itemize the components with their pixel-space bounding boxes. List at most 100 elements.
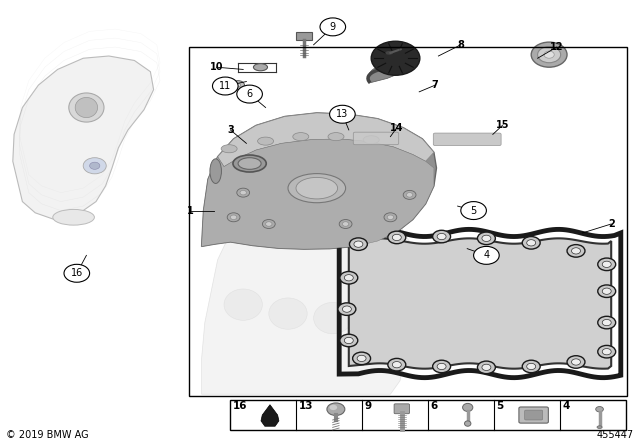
Circle shape (340, 271, 358, 284)
Circle shape (320, 18, 346, 36)
Circle shape (602, 261, 611, 267)
Text: 5: 5 (497, 401, 504, 411)
Circle shape (567, 356, 585, 368)
Text: 16: 16 (233, 401, 248, 411)
Circle shape (232, 81, 244, 90)
Circle shape (482, 364, 491, 370)
Circle shape (237, 85, 262, 103)
Text: 455447: 455447 (596, 430, 634, 440)
Text: 12: 12 (550, 42, 564, 52)
Circle shape (330, 405, 337, 410)
Text: 7: 7 (432, 80, 438, 90)
Circle shape (602, 288, 611, 294)
Ellipse shape (233, 155, 266, 172)
Circle shape (572, 248, 580, 254)
Circle shape (212, 77, 238, 95)
Circle shape (598, 258, 616, 271)
Text: © 2019 BMW AG: © 2019 BMW AG (6, 430, 89, 440)
Circle shape (327, 403, 345, 415)
Ellipse shape (465, 421, 471, 426)
Text: 8: 8 (458, 40, 464, 50)
Wedge shape (368, 65, 404, 83)
Ellipse shape (328, 133, 344, 141)
Ellipse shape (210, 159, 221, 184)
Circle shape (522, 237, 540, 249)
Text: 6: 6 (431, 401, 438, 411)
Circle shape (602, 319, 611, 326)
Circle shape (342, 306, 351, 312)
Circle shape (477, 232, 495, 245)
Ellipse shape (288, 173, 346, 202)
Ellipse shape (53, 209, 95, 225)
Circle shape (338, 303, 356, 315)
Circle shape (598, 345, 616, 358)
Polygon shape (349, 238, 611, 369)
Ellipse shape (292, 133, 308, 141)
Ellipse shape (358, 298, 397, 329)
Polygon shape (202, 197, 416, 394)
Text: 14: 14 (390, 123, 404, 133)
Circle shape (240, 190, 246, 195)
Circle shape (531, 42, 567, 67)
Circle shape (384, 213, 397, 222)
Circle shape (349, 238, 367, 250)
Circle shape (237, 188, 250, 197)
Circle shape (598, 316, 616, 329)
Circle shape (392, 234, 401, 241)
Circle shape (388, 231, 406, 244)
Circle shape (262, 220, 275, 228)
Ellipse shape (364, 136, 380, 144)
Circle shape (227, 213, 240, 222)
Polygon shape (202, 139, 434, 249)
Circle shape (339, 220, 352, 228)
Polygon shape (13, 56, 154, 220)
Text: 1: 1 (188, 206, 194, 215)
Circle shape (392, 362, 401, 368)
Text: 4: 4 (563, 401, 570, 411)
Circle shape (266, 222, 272, 226)
Circle shape (236, 83, 241, 87)
Circle shape (482, 235, 491, 241)
Circle shape (340, 334, 358, 347)
Text: 16: 16 (70, 268, 83, 278)
Text: 9: 9 (330, 22, 336, 32)
Circle shape (371, 41, 420, 75)
Circle shape (354, 241, 363, 247)
Circle shape (64, 264, 90, 282)
Circle shape (477, 361, 495, 374)
Text: 6: 6 (246, 89, 253, 99)
Circle shape (90, 162, 100, 169)
Circle shape (598, 285, 616, 297)
Text: 4: 4 (483, 250, 490, 260)
Circle shape (388, 358, 406, 371)
Circle shape (461, 202, 486, 220)
Circle shape (387, 215, 394, 220)
Bar (296, 32, 312, 40)
Circle shape (83, 158, 106, 174)
Text: 2: 2 (608, 219, 614, 229)
Ellipse shape (224, 289, 262, 320)
Circle shape (437, 233, 446, 240)
Circle shape (538, 47, 561, 63)
Circle shape (567, 245, 585, 257)
FancyBboxPatch shape (519, 407, 548, 423)
Circle shape (344, 275, 353, 281)
Ellipse shape (253, 64, 268, 71)
Ellipse shape (221, 145, 237, 153)
Circle shape (433, 360, 451, 373)
Text: 3: 3 (227, 125, 234, 135)
Polygon shape (261, 405, 279, 426)
Ellipse shape (296, 177, 338, 199)
Ellipse shape (238, 158, 261, 169)
Ellipse shape (385, 51, 393, 55)
Circle shape (602, 349, 611, 355)
Circle shape (342, 222, 349, 226)
Ellipse shape (314, 302, 352, 334)
Text: 11: 11 (219, 81, 232, 91)
Circle shape (344, 337, 353, 344)
Ellipse shape (463, 403, 473, 411)
Circle shape (437, 363, 446, 370)
Circle shape (230, 215, 237, 220)
Ellipse shape (69, 93, 104, 122)
Ellipse shape (269, 298, 307, 329)
